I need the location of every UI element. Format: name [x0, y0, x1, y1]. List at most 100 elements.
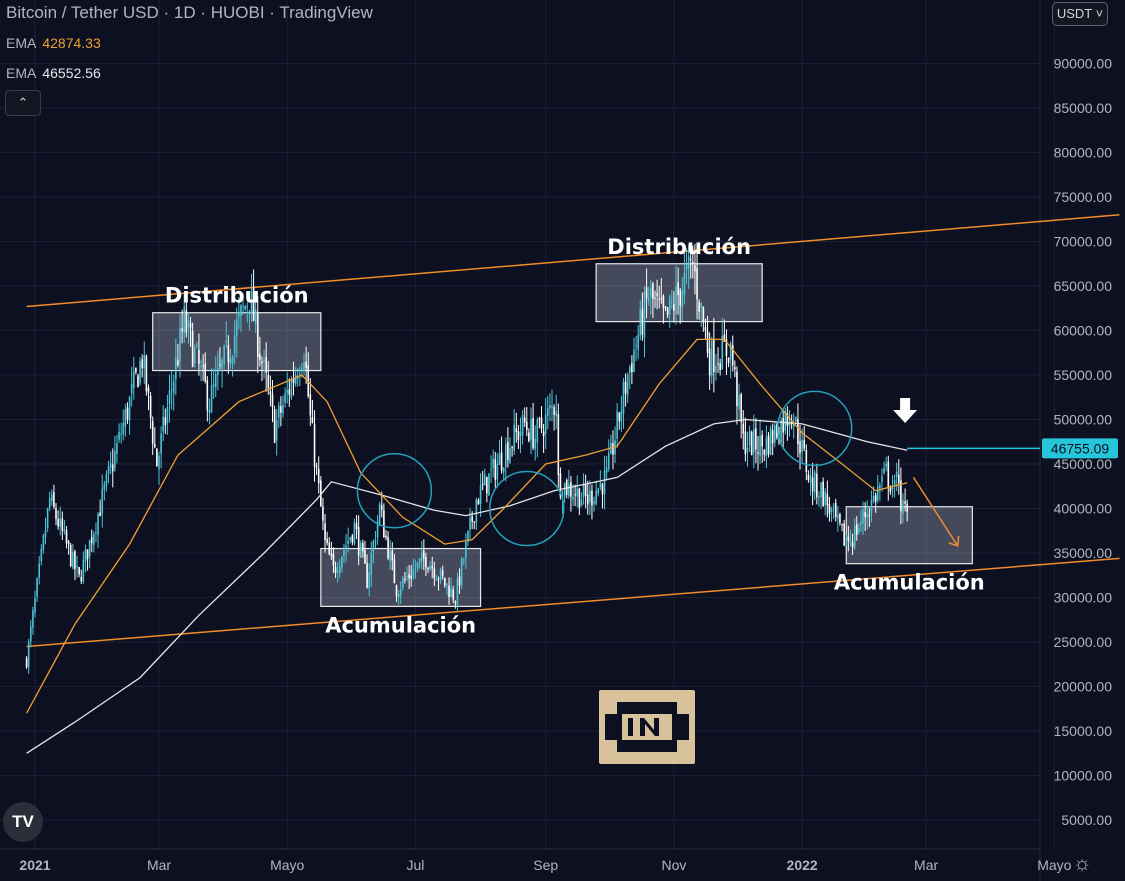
candle-body	[462, 559, 465, 561]
candle-body	[885, 463, 887, 467]
candle-body	[628, 367, 631, 373]
candle-body	[141, 359, 143, 369]
time-tick-label: Nov	[661, 857, 686, 873]
candle-body	[42, 535, 45, 550]
candle-body	[423, 550, 425, 559]
currency-select-button[interactable]: USDT ˅	[1052, 2, 1108, 26]
candle-body	[235, 320, 238, 337]
candle-body	[193, 347, 196, 364]
candle-body	[860, 521, 862, 526]
candle-body	[204, 363, 207, 382]
candle-body	[740, 394, 742, 422]
candle-body	[656, 293, 658, 296]
candle-body	[820, 482, 822, 498]
candle-body	[738, 394, 740, 410]
candle-body	[158, 455, 160, 470]
candle-body	[616, 411, 618, 439]
candle-body	[883, 467, 885, 473]
candle-body	[673, 304, 675, 311]
candle-body	[555, 411, 558, 417]
time-tick-label: Mayo	[1037, 857, 1071, 873]
candle-body	[189, 323, 192, 328]
collapse-legend-button[interactable]: ⌃	[5, 90, 41, 116]
candle-body	[557, 413, 560, 476]
candle-body	[681, 290, 684, 309]
candle-body	[246, 306, 249, 308]
candle-body	[830, 507, 833, 513]
candle-body	[57, 518, 59, 527]
candle-body	[305, 361, 307, 369]
price-tick-label: 40000.00	[1054, 501, 1113, 517]
candle-body	[710, 340, 713, 377]
candle-body	[261, 361, 263, 364]
candle-body	[790, 420, 793, 425]
candle-body	[469, 517, 471, 530]
candle-body	[450, 588, 452, 597]
candle-body	[99, 512, 101, 516]
candle-body	[498, 453, 501, 465]
candle-body	[782, 418, 785, 433]
candle-body	[713, 338, 715, 373]
candle-body	[238, 312, 240, 317]
candle-body	[832, 505, 835, 507]
candle-body	[175, 357, 177, 380]
candle-body	[845, 538, 848, 546]
candle-body	[731, 345, 734, 366]
candle-body	[214, 374, 217, 388]
circle-markers	[356, 390, 853, 547]
candle-body	[481, 483, 484, 485]
candle-body	[72, 551, 74, 568]
candle-body	[708, 348, 711, 376]
candle-body	[542, 431, 545, 437]
candle-body	[248, 310, 251, 312]
channel-upper-line	[26, 214, 1120, 308]
candle-body	[572, 496, 574, 500]
candle-body	[95, 532, 97, 534]
candle-body	[534, 438, 537, 450]
candle-body	[448, 585, 450, 598]
time-tick-label: Sep	[533, 857, 558, 873]
candle-body	[786, 413, 789, 426]
candle-body	[580, 499, 583, 507]
candle-body	[217, 367, 219, 375]
ema-long-line	[26, 418, 908, 754]
candle-body	[773, 425, 776, 443]
candle-body	[465, 541, 467, 559]
candle-body	[637, 334, 639, 350]
candle-body	[408, 573, 410, 579]
price-tick-label: 50000.00	[1054, 412, 1113, 428]
candle-body	[198, 349, 200, 364]
candle-body	[717, 363, 719, 365]
candle-body	[164, 417, 167, 426]
candle-body	[858, 528, 860, 532]
candle-body	[338, 566, 341, 573]
candle-body	[393, 559, 396, 584]
candle-body	[82, 559, 85, 582]
candle-body	[59, 518, 62, 527]
candle-body	[605, 467, 608, 473]
candle-body	[744, 431, 747, 455]
candle-body	[876, 486, 879, 500]
candle-body	[576, 488, 579, 497]
candle-body	[849, 540, 852, 542]
settings-gear-icon[interactable]: ☼	[1072, 852, 1092, 875]
candle-body	[509, 448, 511, 463]
candle-body	[666, 307, 669, 315]
candle-body	[593, 501, 595, 504]
candle-body	[544, 414, 547, 434]
candle-body	[80, 576, 83, 582]
candle-body	[126, 407, 129, 420]
candle-body	[446, 583, 448, 585]
candle-body	[456, 578, 459, 605]
candle-body	[757, 452, 759, 454]
time-tick-label: 2022	[787, 857, 818, 873]
candle-body	[250, 291, 253, 315]
ema-short-label: EMA	[6, 35, 37, 51]
candle-body	[78, 567, 80, 575]
candle-body	[897, 474, 900, 484]
candle-body	[500, 452, 503, 471]
tradingview-logo-icon[interactable]: TV	[3, 802, 43, 842]
candle-body	[343, 550, 345, 557]
candle-body	[296, 377, 299, 380]
